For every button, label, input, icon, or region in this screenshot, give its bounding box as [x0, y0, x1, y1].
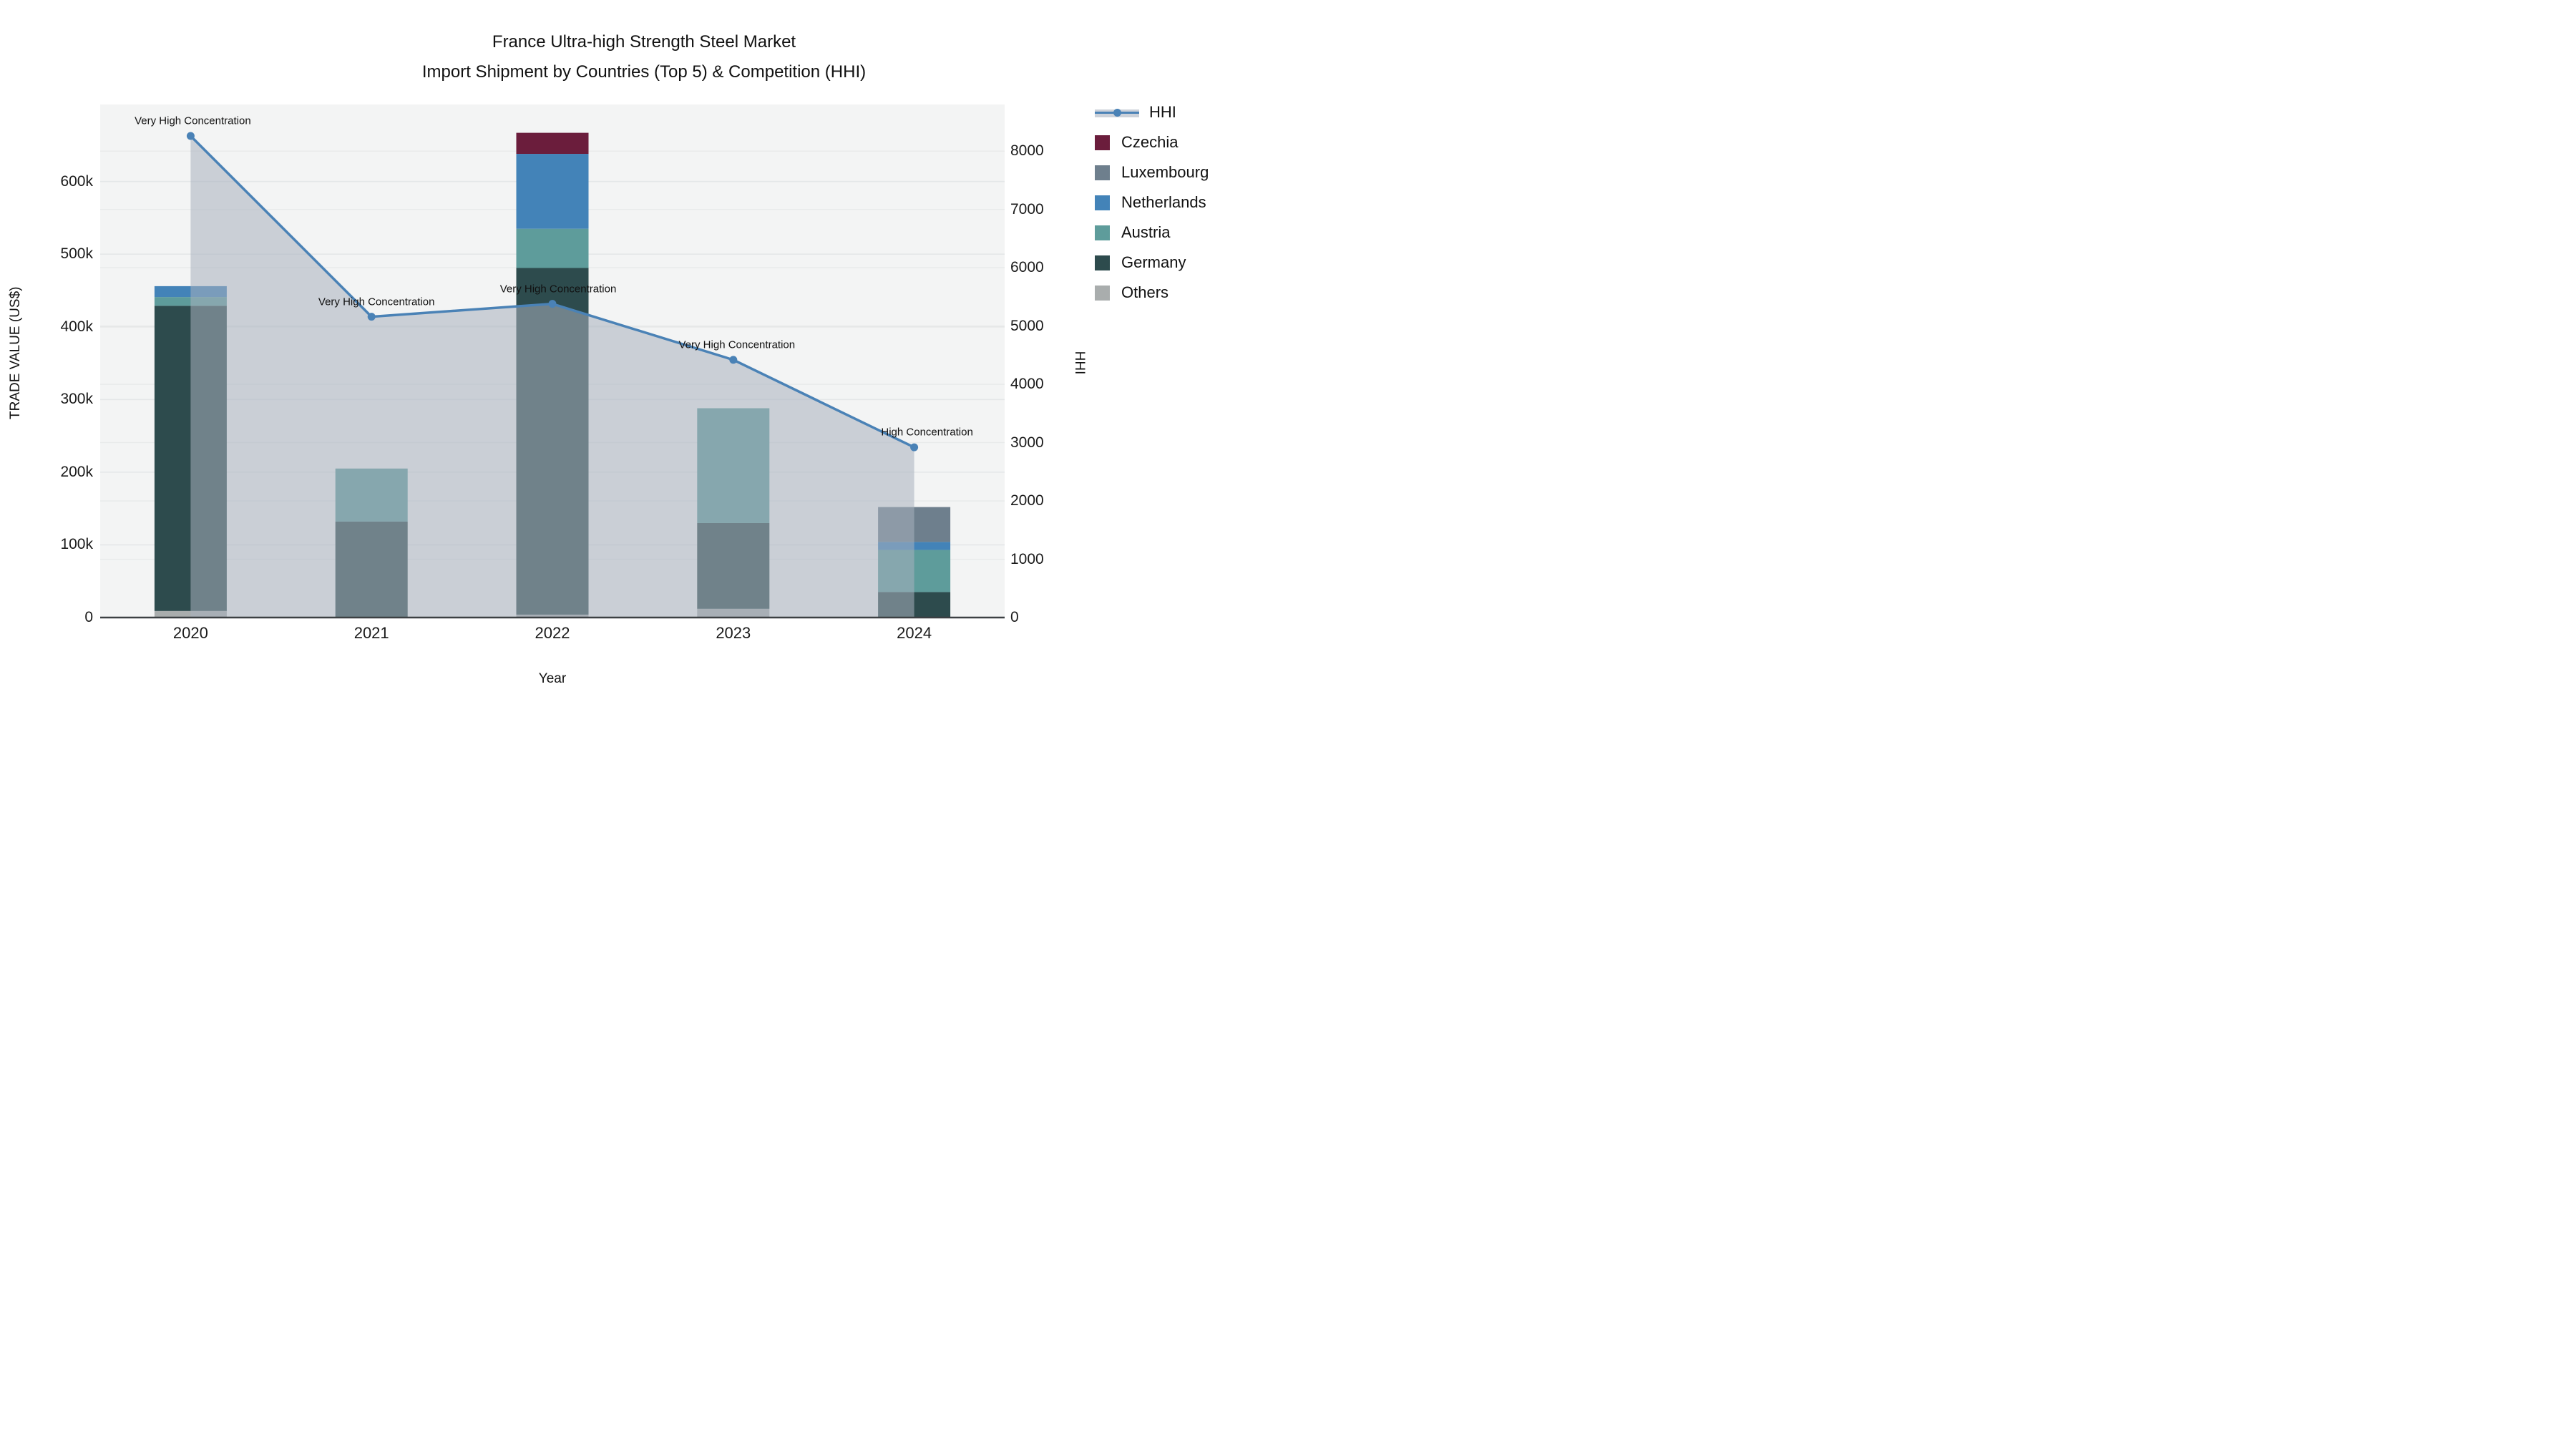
y-right-tick: 4000 — [1010, 376, 1044, 393]
hhi-area — [190, 135, 914, 618]
y-left-tick: 400k — [60, 318, 93, 335]
legend-item-luxembourg[interactable]: Luxembourg — [1095, 157, 1209, 187]
legend: HHI Czechia Luxembourg Netherlands Austr… — [1095, 97, 1209, 308]
y-right-tick: 2000 — [1010, 492, 1044, 509]
x-tick-2021: 2021 — [353, 624, 389, 642]
annotation-2023: Very High Concentration — [678, 338, 796, 351]
legend-label-netherlands: Netherlands — [1121, 193, 1206, 211]
y-right-tick: 7000 — [1010, 200, 1044, 218]
y-right-tick: 3000 — [1010, 434, 1044, 451]
chart-title-line2: Import Shipment by Countries (Top 5) & C… — [421, 62, 867, 82]
legend-item-netherlands[interactable]: Netherlands — [1095, 187, 1209, 218]
y-left-tick: 500k — [60, 245, 93, 263]
luxembourg-swatch-icon — [1095, 165, 1110, 180]
x-tick-2024: 2024 — [897, 624, 932, 642]
chart-title: France Ultra-high Strength Steel Market … — [0, 27, 1288, 87]
legend-item-germany[interactable]: Germany — [1095, 248, 1209, 278]
bar-segment-netherlands-2022[interactable] — [516, 154, 589, 229]
y-right-tick: 1000 — [1010, 550, 1044, 567]
czechia-swatch-icon — [1095, 135, 1110, 150]
chart-title-line1: France Ultra-high Strength Steel Market — [492, 32, 796, 52]
legend-label-others: Others — [1121, 283, 1169, 301]
legend-item-austria[interactable]: Austria — [1095, 218, 1209, 248]
legend-label-hhi: HHI — [1149, 103, 1176, 121]
annotation-2022: Very High Concentration — [499, 283, 617, 296]
legend-item-others[interactable]: Others — [1095, 278, 1209, 308]
legend-label-czechia: Czechia — [1121, 133, 1179, 151]
netherlands-swatch-icon — [1095, 195, 1110, 210]
y-right-tick: 0 — [1010, 609, 1019, 625]
germany-swatch-icon — [1095, 255, 1110, 270]
chart-canvas — [100, 132, 1005, 619]
legend-item-hhi[interactable]: HHI — [1095, 97, 1209, 127]
y-left-tick: 300k — [60, 391, 93, 408]
legend-label-luxembourg: Luxembourg — [1121, 163, 1209, 181]
y-right-tick: 8000 — [1010, 142, 1044, 160]
y-right-tick: 5000 — [1010, 317, 1044, 334]
hhi-marker-2021[interactable] — [367, 313, 376, 321]
annotation-2024: High Concentration — [881, 426, 973, 439]
annotation-2021: Very High Concentration — [318, 296, 435, 308]
bar-segment-czechia-2022[interactable] — [516, 132, 589, 155]
hhi-marker-2020[interactable] — [186, 132, 195, 140]
hhi-marker-2022[interactable] — [548, 300, 557, 308]
austria-swatch-icon — [1095, 225, 1110, 240]
plot-region: 0 100k 200k 300k 400k 500k 600k 0 1000 2000 3000 4… — [0, 0, 1288, 725]
annotation-2020: Very High Concentration — [135, 114, 251, 127]
bar-segment-austria-2022[interactable] — [516, 228, 589, 268]
x-tick-2023: 2023 — [716, 624, 751, 642]
hhi-line-swatch-icon — [1095, 105, 1139, 120]
hhi-marker-2023[interactable] — [729, 356, 738, 364]
y-right-tick: 6000 — [1010, 259, 1044, 276]
y-left-tick: 100k — [60, 536, 93, 553]
y-left-tick: 600k — [60, 172, 93, 190]
x-tick-2022: 2022 — [535, 624, 570, 642]
legend-label-germany: Germany — [1121, 253, 1186, 271]
legend-label-austria: Austria — [1121, 223, 1171, 241]
x-axis-title: Year — [538, 671, 567, 686]
y-left-tick: 0 — [84, 609, 93, 625]
hhi-marker-2024[interactable] — [910, 443, 919, 452]
legend-item-czechia[interactable]: Czechia — [1095, 127, 1209, 157]
y-right-axis-title: HHI — [1072, 351, 1087, 375]
x-tick-2020: 2020 — [172, 624, 208, 642]
others-swatch-icon — [1095, 285, 1110, 301]
y-left-axis-title: TRADE VALUE (US$) — [8, 286, 23, 419]
y-left-tick: 200k — [60, 463, 93, 480]
